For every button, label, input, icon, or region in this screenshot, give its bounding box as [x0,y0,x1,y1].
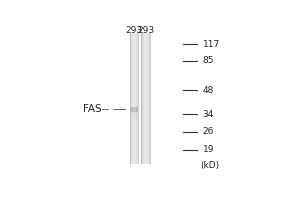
Bar [130,107,131,112]
Text: (kD): (kD) [200,161,219,170]
Text: 293: 293 [125,26,142,35]
Bar [135,107,136,112]
Bar [132,107,133,112]
Bar [130,112,138,119]
Bar [136,107,137,112]
Bar [137,107,138,112]
Text: 293: 293 [137,26,154,35]
Text: 26: 26 [202,127,214,136]
Text: 117: 117 [202,40,220,49]
Bar [131,107,132,112]
Bar [136,107,137,112]
Text: 19: 19 [202,145,214,154]
Bar [133,107,134,112]
Text: 48: 48 [202,86,214,95]
Text: 85: 85 [202,56,214,65]
Text: FAS--: FAS-- [83,104,110,114]
Bar [134,107,135,112]
Text: 34: 34 [202,110,214,119]
